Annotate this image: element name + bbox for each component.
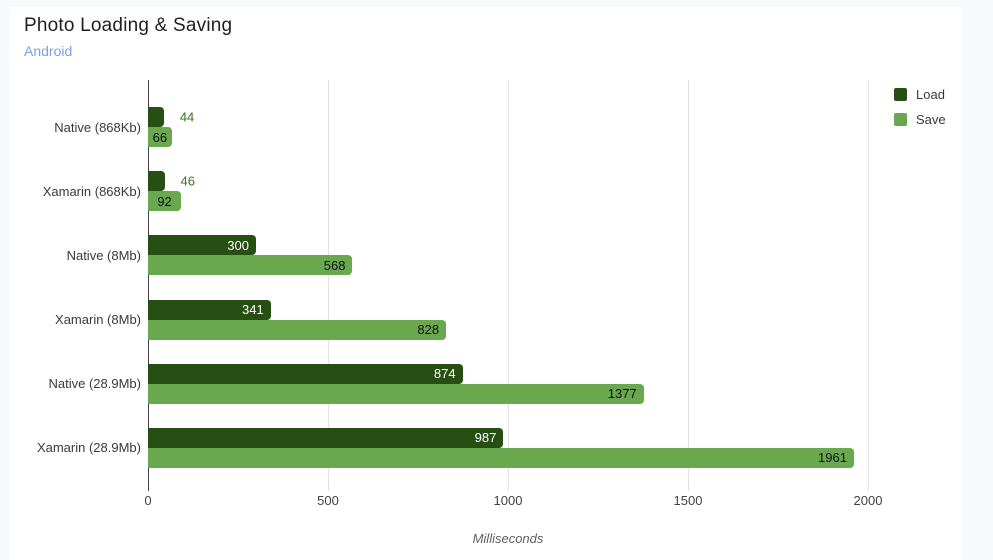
bar-value-label: 1377 (607, 386, 637, 402)
chart-card: Photo Loading & Saving Android Native (8… (10, 7, 962, 560)
bar-save: 828 (148, 319, 447, 340)
bar-save: 66 (148, 127, 172, 148)
bar-value-label: 987 (474, 430, 497, 446)
bar-load: 987 (148, 427, 504, 448)
bar-group: 874 1377 (148, 352, 868, 416)
bar-load: 874 (148, 363, 463, 384)
bar-value-label: 1961 (818, 450, 847, 466)
legend-swatch-icon (894, 113, 907, 126)
legend-label: Load (916, 87, 945, 102)
x-tick-label-1500: 1500 (673, 493, 703, 508)
bar-value-label: 874 (433, 366, 456, 382)
bar-value-label: 46 (180, 173, 196, 189)
category-label: Native (8Mb) (66, 247, 141, 263)
bar-group: 300 568 (148, 223, 868, 287)
category-label: Xamarin (28.9Mb) (36, 440, 141, 456)
gridline-1000 (508, 80, 509, 491)
bar-save: 1377 (148, 383, 644, 404)
bar-group: 46 92 (148, 159, 868, 223)
x-axis-ticks: 0 500 1000 1500 2000 (144, 493, 882, 509)
bar-value-label: 44 (179, 109, 195, 125)
bar-load: 300 (148, 235, 256, 256)
bar-load: 46 (148, 171, 195, 192)
bar-value-label: 828 (417, 322, 440, 338)
legend-label: Save (916, 112, 946, 127)
x-tick-label-500: 500 (317, 493, 339, 508)
bar-value-label: 92 (157, 193, 172, 209)
bar-value-label: 341 (242, 302, 264, 318)
bar-group: 44 66 (148, 95, 868, 159)
gridline-500 (328, 80, 329, 491)
bar-value-label: 568 (323, 257, 346, 273)
x-tick-label-0: 0 (144, 493, 152, 508)
bar-save: 568 (148, 255, 353, 276)
bar-value-label: 66 (152, 129, 168, 145)
legend-item-load: Load (894, 87, 946, 102)
bar-load: 341 (148, 299, 271, 320)
gridline-1500 (688, 80, 689, 491)
bar-load: 44 (148, 107, 194, 128)
category-label: Native (28.9Mb) (48, 376, 141, 392)
category-labels: Native (868Kb) Xamarin (868Kb) Native (8Mb… (10, 95, 141, 480)
plot-area (148, 80, 869, 491)
y-axis-line (148, 80, 149, 491)
bar-rows: 44 66 46 92 300 568 341 828 874 1377 987 1961 (148, 95, 868, 480)
bar-group: 341 828 (148, 288, 868, 352)
x-tick-label-2000: 2000 (853, 493, 883, 508)
gridline-2000 (868, 80, 869, 491)
legend-swatch-icon (894, 88, 907, 101)
legend: Load Save (894, 87, 946, 127)
legend-item-save: Save (894, 112, 946, 127)
bar-save: 92 (148, 191, 182, 212)
chart-subtitle: Android (24, 43, 73, 59)
category-label: Xamarin (868Kb) (42, 183, 141, 199)
bar-save: 1961 (148, 447, 854, 468)
x-tick-label-1000: 1000 (493, 493, 523, 508)
bar-value-label: 300 (227, 237, 249, 253)
category-label: Native (868Kb) (54, 119, 141, 135)
category-label: Xamarin (8Mb) (55, 312, 141, 328)
x-axis-title: Milliseconds (472, 531, 544, 546)
chart-title: Photo Loading & Saving (24, 15, 233, 36)
bar-group: 987 1961 (148, 416, 868, 480)
